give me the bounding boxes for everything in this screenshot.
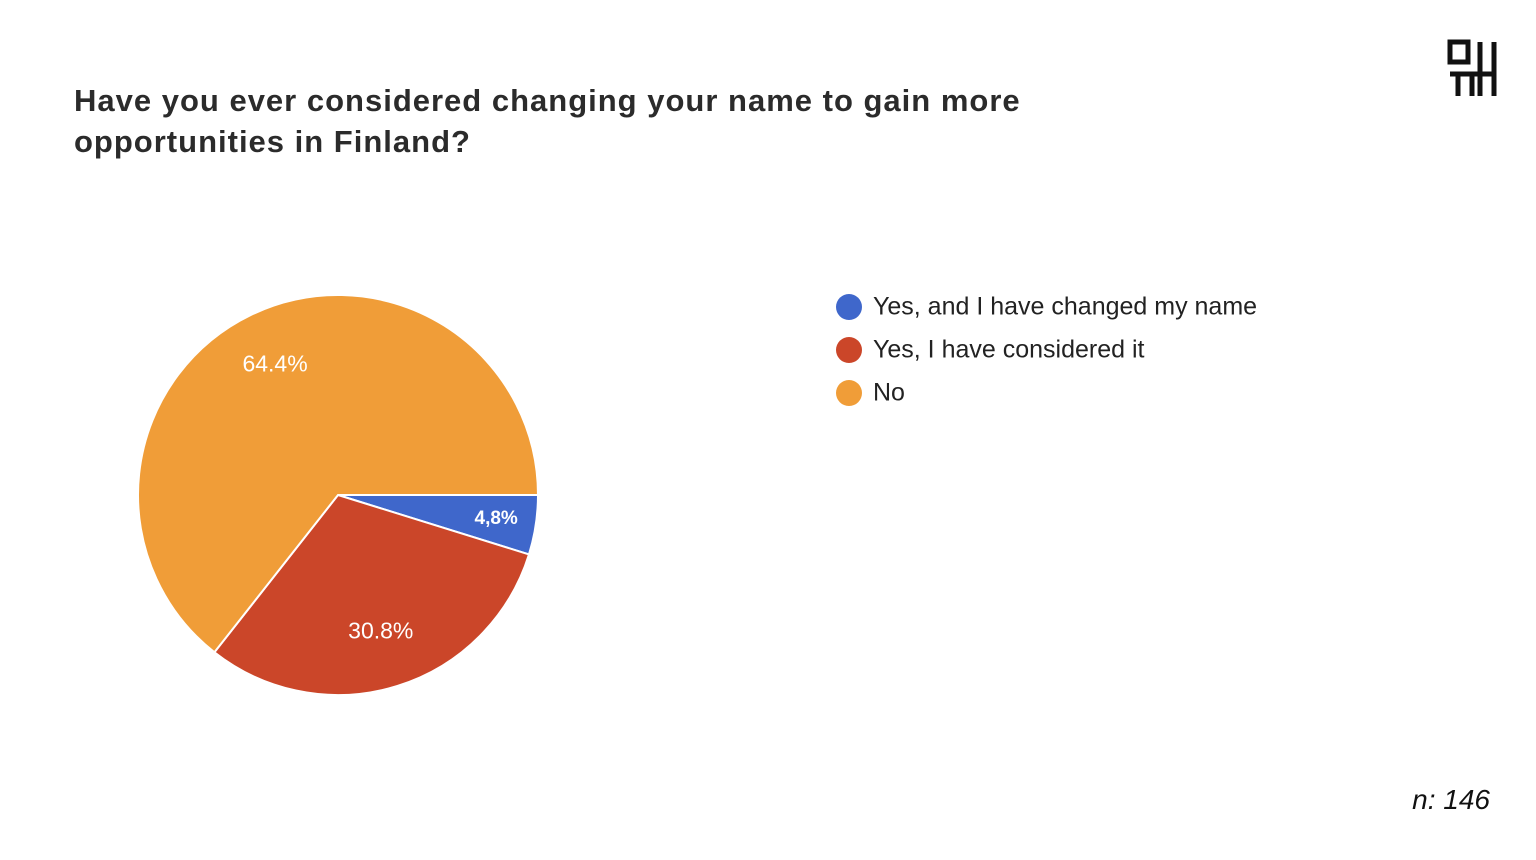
chart-title: Have you ever considered changing your n…	[74, 83, 1021, 159]
pie-slice	[213, 493, 531, 696]
legend-label: No	[873, 379, 905, 407]
slice-label: 64.4%	[242, 351, 307, 377]
legend-marker	[836, 337, 862, 363]
slice-label: 4,8%	[475, 508, 518, 529]
sample-size-note: n: 146	[1412, 784, 1490, 815]
legend-marker	[836, 294, 862, 320]
legend-label: Yes, I have considered it	[873, 336, 1145, 364]
slice-label: 30.8%	[348, 618, 413, 644]
legend-label: Yes, and I have changed my name	[873, 293, 1257, 321]
legend-marker	[836, 380, 862, 406]
logo	[1447, 39, 1497, 96]
pie-slice	[137, 294, 540, 654]
